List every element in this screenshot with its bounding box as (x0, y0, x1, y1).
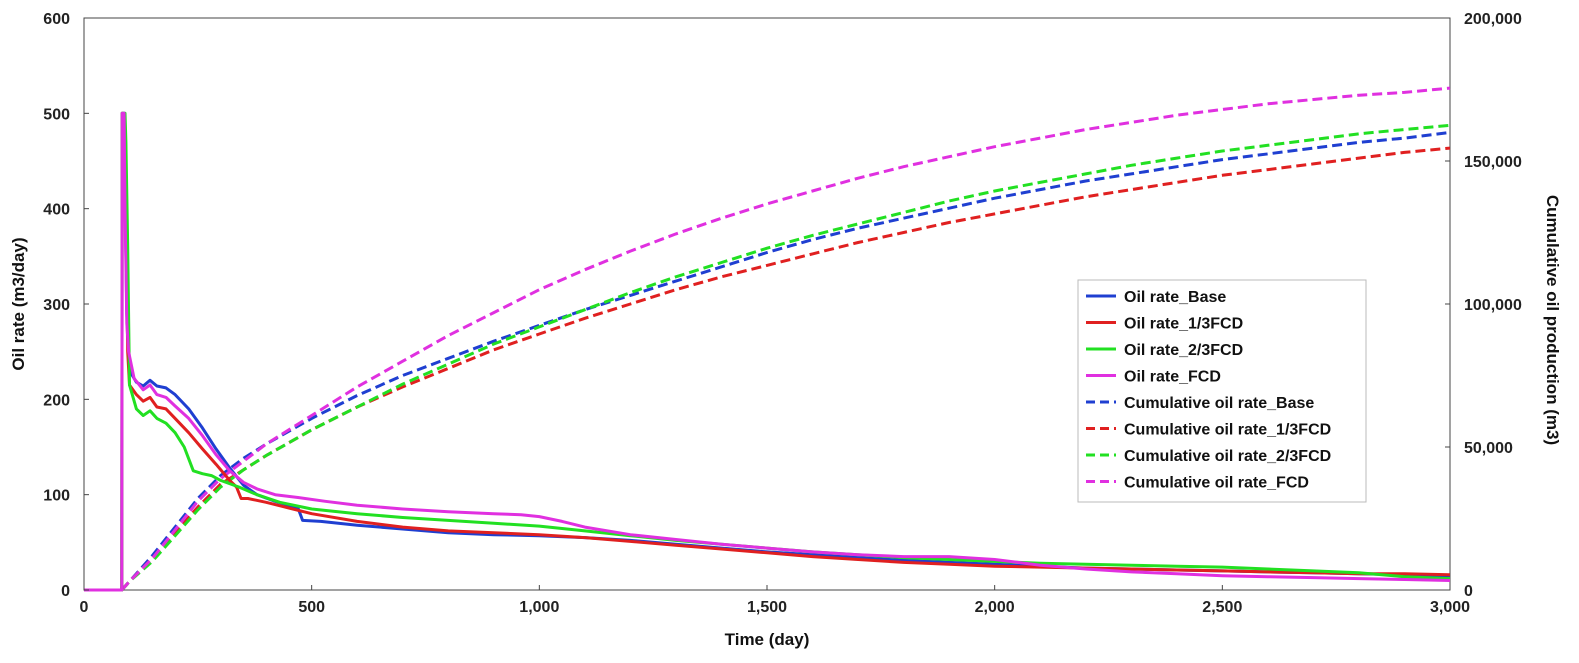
x-axis-title: Time (day) (725, 630, 810, 649)
legend-label: Cumulative oil rate_1/3FCD (1124, 422, 1331, 439)
x-tick-label: 500 (298, 599, 325, 616)
legend-label: Cumulative oil rate_Base (1124, 395, 1314, 412)
x-tick-label: 0 (80, 599, 89, 616)
right-y-axis-title: Cumulative oil production (m3) (1543, 195, 1562, 445)
legend-label: Oil rate_1/3FCD (1124, 316, 1243, 333)
x-tick-label: 1,000 (519, 599, 559, 616)
series-line-oil-rate-2-3fcd (84, 111, 1451, 592)
y2-tick-label: 50,000 (1464, 440, 1513, 457)
series-line-cumulative-oil-rate-fcd (120, 86, 1451, 592)
y-tick-label: 0 (61, 583, 70, 600)
legend-label: Oil rate_Base (1124, 289, 1226, 306)
left-y-axis: 0 100 200 300 400 500 600 (43, 11, 89, 600)
y-tick-label: 300 (43, 297, 70, 314)
legend-label: Oil rate_2/3FCD (1124, 342, 1243, 359)
legend-label: Cumulative oil rate_FCD (1124, 475, 1309, 492)
y2-tick-label: 150,000 (1464, 154, 1522, 171)
legend-label: Oil rate_FCD (1124, 369, 1221, 386)
x-tick-label: 3,000 (1430, 599, 1470, 616)
x-tick-label: 2,000 (975, 599, 1015, 616)
x-tick-label: 2,500 (1202, 599, 1242, 616)
series-lines (84, 86, 1451, 592)
left-y-axis-title: Oil rate (m3/day) (9, 237, 28, 370)
y-tick-label: 200 (43, 392, 70, 409)
x-tick-label: 1,500 (747, 599, 787, 616)
x-axis: 0 500 1,000 1,500 2,000 2,500 3,000 (80, 585, 1470, 616)
legend-label: Cumulative oil rate_2/3FCD (1124, 448, 1331, 465)
right-y-axis: 0 50,000 100,000 150,000 200,000 (1445, 11, 1522, 600)
y-tick-label: 600 (43, 11, 70, 28)
series-line-oil-rate-fcd (84, 111, 1451, 592)
y2-tick-label: 0 (1464, 583, 1473, 600)
y2-tick-label: 200,000 (1464, 11, 1522, 28)
y-tick-label: 500 (43, 106, 70, 123)
legend-box (1077, 279, 1367, 503)
series-line-cumulative-oil-rate-base (120, 130, 1451, 592)
series-line-cumulative-oil-rate-2-3fcd (120, 123, 1451, 592)
y-tick-label: 400 (43, 202, 70, 219)
legend: Oil rate_Base Oil rate_1/3FCD Oil rate_2/3… (1077, 279, 1367, 503)
y2-tick-label: 100,000 (1464, 297, 1522, 314)
y-tick-label: 100 (43, 488, 70, 505)
